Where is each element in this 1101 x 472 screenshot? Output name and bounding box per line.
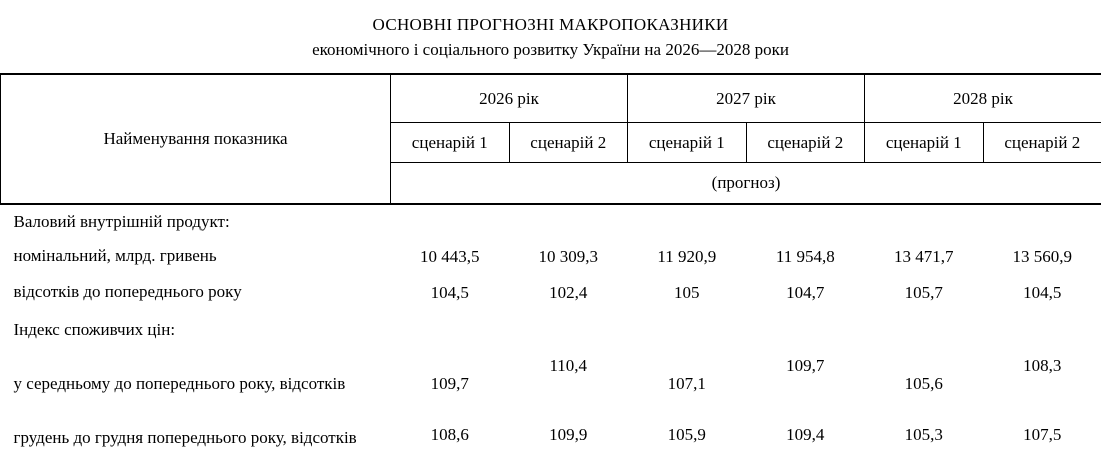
cell-value xyxy=(746,204,865,240)
table-row: грудень до грудня попереднього року, від… xyxy=(1,419,1101,472)
cell-value: 105,7 xyxy=(904,282,943,302)
cell-value xyxy=(628,312,747,349)
row-label: відсотків до попереднього року xyxy=(13,282,242,302)
table-row: номінальний, млрд. гривень 10 443,5 10 309… xyxy=(1,240,1101,273)
cell-value: 10 309,3 xyxy=(538,246,599,266)
scenario-header: сценарій 1 xyxy=(627,122,747,163)
cell-value: 105 xyxy=(674,282,700,302)
macro-indicators-table: Найменування показника 2026 рік 2027 рік… xyxy=(0,73,1101,472)
table-row: у середньому до попереднього року, відсо… xyxy=(1,349,1101,419)
report-title: ОСНОВНІ ПРОГНОЗНІ МАКРОПОКАЗНИКИ xyxy=(372,15,729,34)
cell-value xyxy=(391,204,510,240)
cell-value: 11 920,9 xyxy=(657,246,717,266)
cell-value: 109,7 xyxy=(786,356,825,375)
table-row: Індекс споживчих цін: xyxy=(1,312,1101,349)
cell-value: 13 560,9 xyxy=(1012,246,1073,266)
cell-value: 109,4 xyxy=(786,425,825,444)
year-header-2027: 2027 рік xyxy=(627,73,866,123)
scenario-header: сценарій 2 xyxy=(982,122,1101,163)
scenario-header: сценарій 1 xyxy=(390,122,510,163)
table-row: відсотків до попереднього року 104,5 102,4… xyxy=(1,273,1101,312)
cell-value xyxy=(746,312,865,349)
cell-value: 105,6 xyxy=(904,374,943,393)
cell-value xyxy=(865,312,984,349)
cell-value: 107,1 xyxy=(667,374,706,393)
row-label: Валовий внутрішній продукт: xyxy=(13,212,230,232)
row-label: Індекс споживчих цін: xyxy=(13,320,176,340)
cell-value xyxy=(509,312,628,349)
table-header: Найменування показника 2026 рік 2027 рік… xyxy=(0,73,1101,205)
year-header-2028: 2028 рік xyxy=(864,73,1101,123)
cell-value xyxy=(983,204,1101,240)
year-header-2026: 2026 рік xyxy=(389,73,629,123)
cell-value xyxy=(865,204,984,240)
table-row: Валовий внутрішній продукт: xyxy=(1,204,1101,240)
row-label: номінальний, млрд. гривень xyxy=(13,246,217,266)
cell-value: 107,5 xyxy=(1023,425,1062,444)
cell-value xyxy=(391,312,510,349)
cell-value: 11 954,8 xyxy=(775,246,835,266)
cell-value: 105,9 xyxy=(667,425,706,444)
scenario-header: сценарій 2 xyxy=(745,122,866,163)
scenario-header: сценарій 1 xyxy=(864,122,984,163)
cell-value xyxy=(628,204,747,240)
cell-value: 102,4 xyxy=(549,282,588,302)
cell-value xyxy=(509,204,628,240)
cell-value: 110,4 xyxy=(549,356,588,375)
cell-value: 109,9 xyxy=(549,425,588,444)
header-row-forecast: (прогноз) xyxy=(1,162,1101,205)
cell-value: 104,5 xyxy=(1023,282,1062,302)
header-row-scenarios: сценарій 1 сценарій 2 сценарій 1 сценарі… xyxy=(1,122,1101,163)
cell-value: 105,3 xyxy=(904,425,943,444)
table-body: Валовий внутрішній продукт: номінальний, … xyxy=(1,204,1101,472)
cell-value xyxy=(983,312,1101,349)
row-label: у середньому до попереднього року, відсо… xyxy=(13,373,346,393)
report-subtitle: економічного і соціального розвитку Укра… xyxy=(312,40,789,59)
cell-value: 108,6 xyxy=(430,425,469,444)
scenario-header: сценарій 2 xyxy=(508,122,629,163)
forecast-band: (прогноз) xyxy=(389,162,1101,205)
cell-value: 108,3 xyxy=(1023,356,1062,375)
header-row-years: Найменування показника 2026 рік 2027 рік… xyxy=(0,73,1101,205)
row-label: грудень до грудня попереднього року, від… xyxy=(13,428,357,447)
cell-value: 104,7 xyxy=(786,282,825,302)
cell-value: 13 471,7 xyxy=(894,246,954,266)
cell-value: 109,7 xyxy=(430,374,469,393)
cell-value: 104,5 xyxy=(430,282,469,302)
cell-value: 10 443,5 xyxy=(420,246,480,266)
indicator-name-header: Найменування показника xyxy=(0,73,391,205)
